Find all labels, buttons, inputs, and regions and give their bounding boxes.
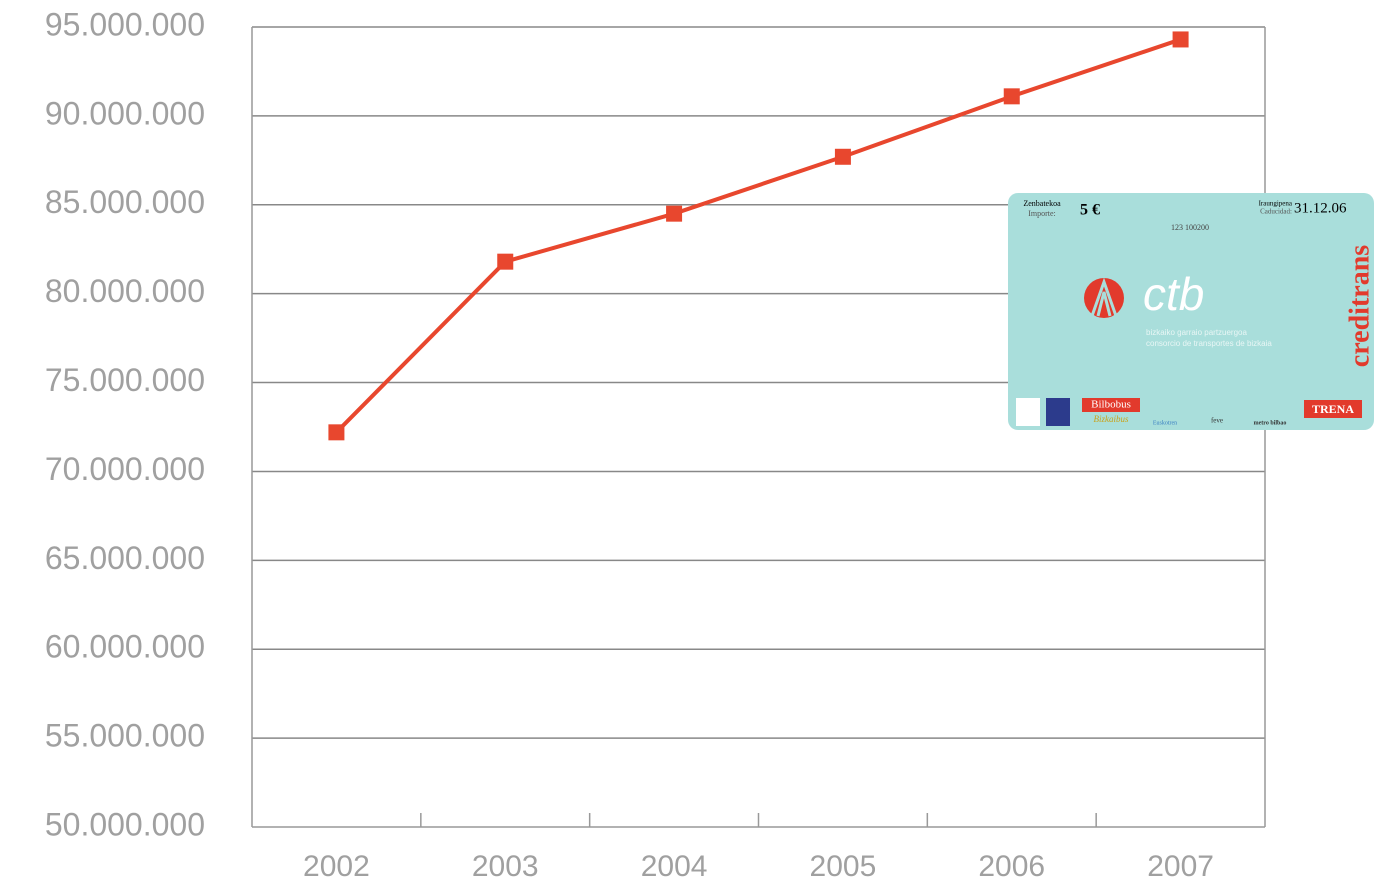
data-point <box>497 253 514 270</box>
card-text: consorcio de transportes de bizkaia <box>1146 339 1272 348</box>
card-text: Bizkaibus <box>1094 414 1129 424</box>
operator-icon <box>1016 398 1040 426</box>
data-point <box>328 424 345 441</box>
y-tick-label: 65.000.000 <box>45 540 205 576</box>
x-tick-label: 2006 <box>978 850 1045 883</box>
x-tick-label: 2002 <box>303 850 370 883</box>
card-text: TRENA <box>1312 402 1354 416</box>
card-text: 31.12.06 <box>1294 200 1347 216</box>
x-tick-label: 2003 <box>472 850 539 883</box>
x-tick-label: 2007 <box>1147 850 1214 883</box>
card-text: Importe: <box>1028 209 1056 218</box>
card-text: metro bilbao <box>1254 420 1287 426</box>
y-tick-label: 75.000.000 <box>45 362 205 398</box>
card-text: bizkaiko garraio partzuergoa <box>1146 328 1247 337</box>
x-tick-label: 2004 <box>641 850 708 883</box>
card-text: feve <box>1211 417 1223 425</box>
x-tick-label: 2005 <box>810 850 877 883</box>
ctb-emblem-lines <box>1090 277 1118 317</box>
data-point <box>1172 31 1189 48</box>
y-tick-label: 85.000.000 <box>45 184 205 220</box>
operator-icon <box>1046 398 1070 426</box>
y-tick-label: 70.000.000 <box>45 451 205 487</box>
card-background <box>1008 193 1374 430</box>
y-tick-label: 60.000.000 <box>45 629 205 665</box>
card-brand: creditrans <box>1344 245 1374 367</box>
operator-badge <box>1082 398 1140 412</box>
data-point <box>1003 88 1020 105</box>
data-line <box>334 37 1182 434</box>
card-text: Euskotren <box>1153 420 1177 426</box>
y-tick-label: 50.000.000 <box>45 806 205 842</box>
operator-badge <box>1304 400 1362 418</box>
card-text: Iraungipena <box>1259 200 1293 208</box>
card-text: Bilbobus <box>1091 399 1131 411</box>
card-text: Zenbatekoa <box>1023 199 1061 208</box>
card: Zenbatekoa Importe: 5 € 123 100200 Iraun… <box>1008 193 1374 430</box>
card-text: 123 100200 <box>1171 223 1209 232</box>
y-tick-label: 80.000.000 <box>45 273 205 309</box>
data-point <box>834 148 851 165</box>
data-point <box>666 205 683 222</box>
y-tick-label: 90.000.000 <box>45 95 205 131</box>
y-tick-label: 55.000.000 <box>45 718 205 754</box>
card-text: 5 € <box>1080 202 1100 219</box>
card-text: Caducidad: <box>1260 208 1292 216</box>
y-tick-label: 95.000.000 <box>45 6 205 42</box>
card-logo: ctb <box>1143 268 1204 320</box>
